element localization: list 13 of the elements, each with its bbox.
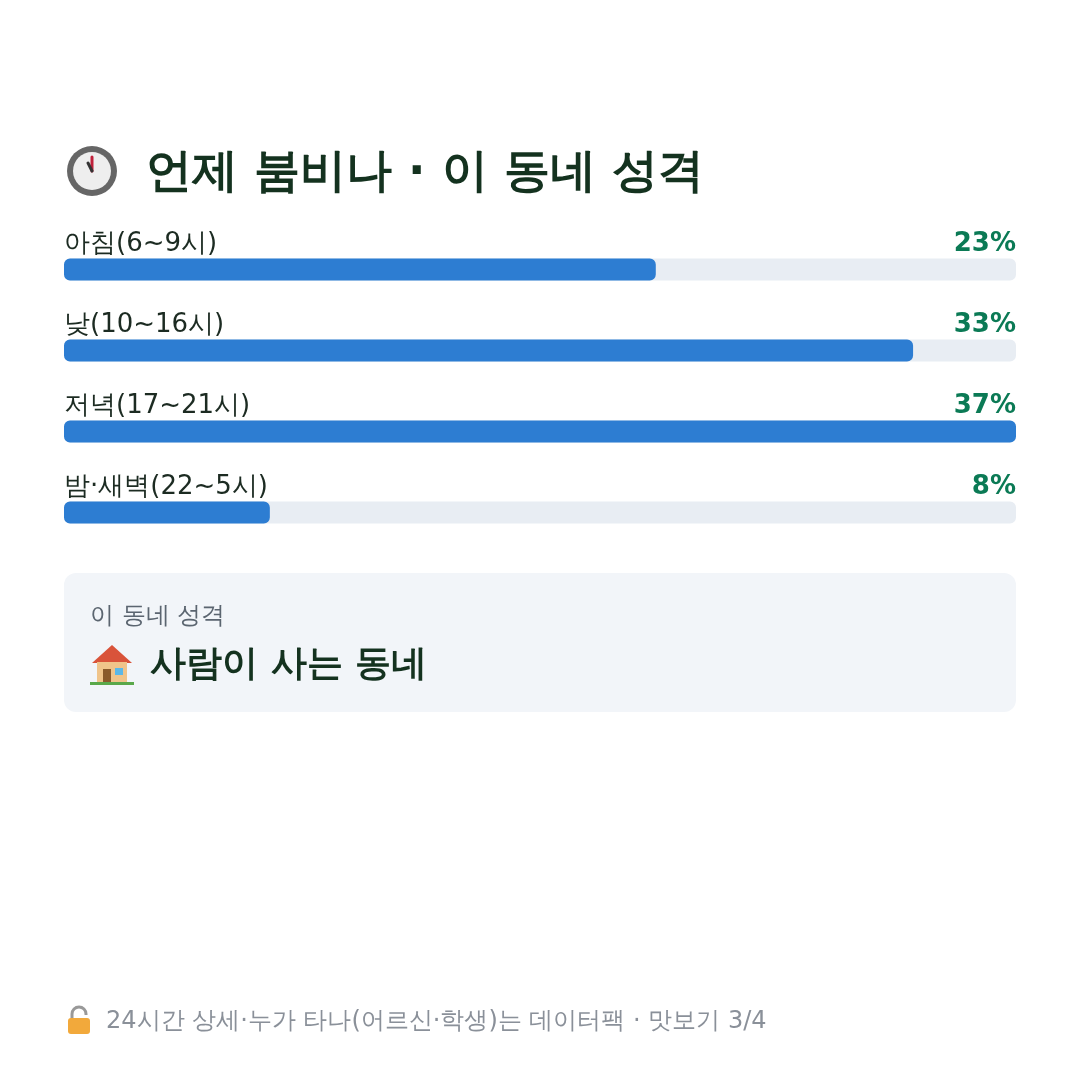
- bar: [64, 501, 270, 524]
- y-tick-label: 저녁(17~21시): [64, 388, 251, 419]
- data-label: 23%: [953, 226, 1016, 257]
- chart-title: 언제 붐비나 · 이 동네 성격: [146, 142, 704, 199]
- y-tick-label: 밤·새벽(22~5시): [64, 469, 268, 500]
- data-label: 37%: [953, 388, 1016, 419]
- text: 24시간 상세·누가 타나(어르신·학생)는 데이터팩 · 맛보기 3/4: [106, 1005, 767, 1036]
- data-label: 33%: [953, 307, 1016, 338]
- y-tick-label: 낮(10~16시): [64, 307, 225, 338]
- data-label: 8%: [971, 469, 1016, 500]
- y-tick-label: 아침(6~9시): [64, 226, 218, 257]
- text: 사람이 사는 동네: [150, 641, 428, 685]
- text: 이 동네 성격: [90, 600, 226, 631]
